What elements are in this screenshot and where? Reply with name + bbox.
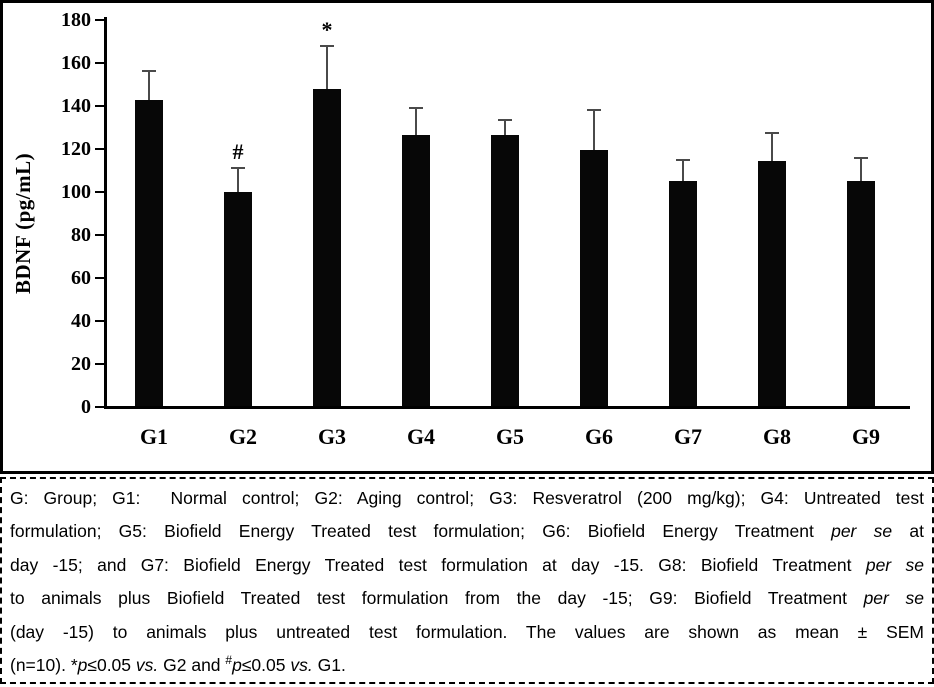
error-bar: [771, 132, 773, 161]
error-bar: [415, 108, 417, 136]
y-axis-line: [104, 17, 107, 409]
caption-text: day -15; and G7: Biofield Energy Treated…: [10, 554, 866, 575]
caption-text: (day -15) to animals plus untreated test…: [10, 621, 924, 642]
bdnf-bar-chart: BDNF (pg/mL) 0 20 40 60 80 100 120 140 160 180 G1 #…: [0, 0, 934, 474]
error-bar-cap: [142, 69, 156, 72]
significance-marker: *: [321, 16, 333, 42]
caption-text: (n=10).: [10, 655, 71, 676]
error-bar-cap: [854, 156, 868, 159]
x-axis-category-label: G9: [851, 424, 881, 449]
significance-marker: #: [232, 139, 244, 165]
error-bar-cap: [676, 158, 690, 161]
bar-g5: [491, 135, 519, 406]
y-axis-tick: [95, 62, 104, 64]
caption-text: vs.: [290, 655, 313, 676]
error-bar-cap: [587, 109, 601, 112]
y-axis-tick: [95, 406, 104, 408]
caption-text: per se: [831, 521, 893, 542]
caption-text: #: [225, 653, 233, 668]
error-bar-cap: [409, 107, 423, 110]
bar-g6: [580, 150, 608, 406]
bar-g3: [313, 88, 341, 406]
y-axis-tick-label: 60: [71, 267, 91, 289]
x-axis-category-label: G6: [584, 424, 614, 449]
caption-text: G: Group; G1: Normal control; G2: Aging …: [10, 488, 924, 508]
error-bar: [593, 110, 595, 151]
error-bar-cap: [765, 131, 779, 134]
error-bar-cap: [320, 44, 334, 47]
y-axis-tick-label: 120: [61, 138, 91, 160]
y-axis-tick: [95, 234, 104, 236]
x-axis-category-label: G2: [228, 424, 258, 449]
caption-line: G: Group; G1: Normal control; G2: Aging …: [10, 482, 924, 515]
bar-g7: [669, 181, 697, 406]
error-bar: [237, 168, 239, 193]
error-bar: [504, 120, 506, 136]
y-axis-tick-label: 100: [61, 181, 91, 203]
caption-text: to animals plus Biofield Treated test fo…: [10, 588, 864, 609]
bar-g9: [847, 181, 875, 406]
y-axis-tick-label: 160: [61, 52, 91, 74]
y-axis-title: BDNF (pg/mL): [11, 152, 35, 294]
caption-text: p: [77, 655, 88, 676]
caption-line: (n=10). *p≤0.05 vs. G2 and #p≤0.05 vs. G…: [10, 649, 924, 682]
x-axis-category-label: G5: [495, 424, 525, 449]
y-axis-tick: [95, 105, 104, 107]
caption-text: ≤0.05: [241, 655, 291, 676]
figure-caption: G: Group; G1: Normal control; G2: Aging …: [0, 477, 934, 684]
error-bar: [860, 157, 862, 182]
y-axis-tick: [95, 19, 104, 21]
y-axis-tick: [95, 191, 104, 193]
caption-text: vs.: [135, 655, 159, 676]
caption-text: ≤0.05: [87, 655, 136, 676]
bar-g2: [224, 192, 252, 406]
x-axis-category-label: G8: [762, 424, 792, 449]
x-axis-category-label: G3: [317, 424, 347, 449]
y-axis-tick: [95, 277, 104, 279]
y-axis-tick-label: 180: [61, 9, 91, 31]
x-axis-category-label: G1: [139, 424, 169, 449]
y-axis-tick-label: 20: [71, 353, 91, 375]
bar-g1: [135, 99, 163, 406]
error-bar-cap: [231, 167, 245, 170]
y-axis-tick: [95, 320, 104, 322]
caption-text: at: [892, 521, 924, 542]
y-axis-tick-label: 40: [71, 310, 91, 332]
caption-text: per se: [863, 588, 924, 609]
x-axis-line: [104, 406, 910, 409]
caption-text: per se: [865, 554, 925, 575]
caption-text: p: [232, 655, 242, 676]
caption-line: (day -15) to animals plus untreated test…: [10, 616, 924, 649]
caption-line: day -15; and G7: Biofield Energy Treated…: [10, 549, 924, 582]
y-axis-tick: [95, 363, 104, 365]
caption-text: G1.: [312, 655, 346, 676]
bar-g8: [758, 160, 786, 406]
x-axis-category-label: G7: [673, 424, 703, 449]
caption-line: formulation; G5: Biofield Energy Treated…: [10, 515, 924, 548]
y-axis-tick: [95, 148, 104, 150]
y-axis-tick-label: 0: [81, 396, 91, 418]
bar-g4: [402, 135, 430, 406]
x-axis-category-label: G4: [406, 424, 436, 449]
caption-line: to animals plus Biofield Treated test fo…: [10, 582, 924, 615]
error-bar: [682, 159, 684, 182]
y-axis-tick-label: 80: [71, 224, 91, 246]
caption-text: formulation; G5: Biofield Energy Treated…: [10, 521, 832, 542]
caption-text: G2 and: [158, 655, 226, 676]
caption-text: *: [70, 655, 78, 676]
error-bar-cap: [498, 119, 512, 122]
error-bar: [326, 45, 328, 89]
y-axis-tick-label: 140: [61, 95, 91, 117]
error-bar: [148, 70, 150, 100]
